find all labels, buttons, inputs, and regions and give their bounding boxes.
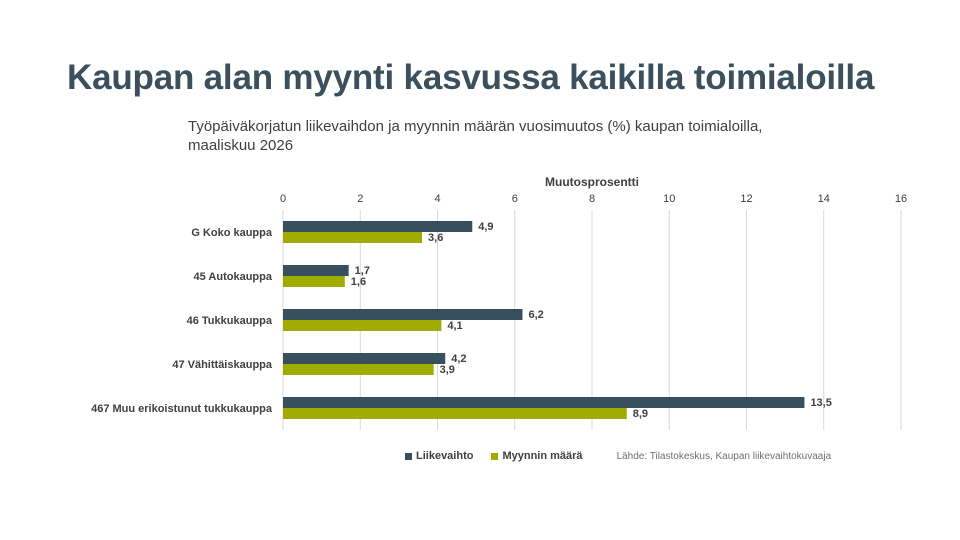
bar bbox=[283, 232, 423, 243]
data-label: 4,1 bbox=[447, 320, 462, 332]
data-label: 13,5 bbox=[810, 397, 831, 409]
data-label: 1,7 bbox=[355, 265, 370, 277]
data-label: 1,6 bbox=[351, 276, 366, 288]
chart-subtitle: Työpäiväkorjatun liikevaihdon ja myynnin… bbox=[188, 118, 763, 154]
data-label: 3,6 bbox=[428, 232, 443, 244]
data-label: 6,2 bbox=[528, 309, 543, 321]
source-note: Lähde: Tilastokeskus, Kaupan liikevaihto… bbox=[616, 450, 832, 462]
x-tick-label: 6 bbox=[512, 193, 518, 205]
bar bbox=[283, 408, 627, 419]
bar bbox=[283, 364, 434, 375]
x-axis-title: Muutosprosentti bbox=[545, 175, 639, 189]
legend-label-liikevaihto: Liikevaihto bbox=[416, 450, 474, 462]
bar bbox=[283, 397, 805, 408]
x-tick-label: 14 bbox=[818, 193, 830, 205]
legend-swatch-liikevaihto bbox=[405, 452, 412, 460]
category-label: 467 Muu erikoistunut tukkukauppa bbox=[91, 403, 273, 415]
data-label: 3,9 bbox=[440, 364, 455, 376]
bar bbox=[283, 221, 473, 232]
x-tick-label: 10 bbox=[663, 193, 675, 205]
x-tick-label: 12 bbox=[740, 193, 752, 205]
category-label: G Koko kauppa bbox=[191, 227, 273, 239]
x-tick-label: 4 bbox=[434, 193, 440, 205]
data-label: 8,9 bbox=[633, 408, 648, 420]
bar bbox=[283, 353, 446, 364]
bar bbox=[283, 320, 442, 331]
bar bbox=[283, 309, 523, 320]
category-label: 46 Tukkukauppa bbox=[187, 315, 273, 327]
x-tick-label: 8 bbox=[589, 193, 595, 205]
legend-item-myynnin-maara: Myynnin määrä bbox=[491, 450, 583, 462]
bar bbox=[283, 265, 349, 276]
category-label: 45 Autokauppa bbox=[194, 271, 273, 283]
legend-label-myynnin-maara: Myynnin määrä bbox=[502, 450, 583, 462]
x-tick-label: 16 bbox=[895, 193, 907, 205]
x-tick-label: 2 bbox=[357, 193, 363, 205]
data-label: 4,2 bbox=[451, 353, 466, 365]
chart-legend: Liikevaihto Myynnin määrä Lähde: Tilasto… bbox=[405, 450, 831, 462]
legend-item-liikevaihto: Liikevaihto bbox=[405, 450, 473, 462]
data-label: 4,9 bbox=[478, 221, 493, 233]
bar bbox=[283, 276, 345, 287]
legend-swatch-myynnin-maara bbox=[491, 452, 499, 460]
x-tick-label: 0 bbox=[280, 193, 286, 205]
category-label: 47 Vähittäiskauppa bbox=[172, 359, 273, 371]
page-title: Kaupan alan myynti kasvussa kaikilla toi… bbox=[67, 58, 875, 97]
